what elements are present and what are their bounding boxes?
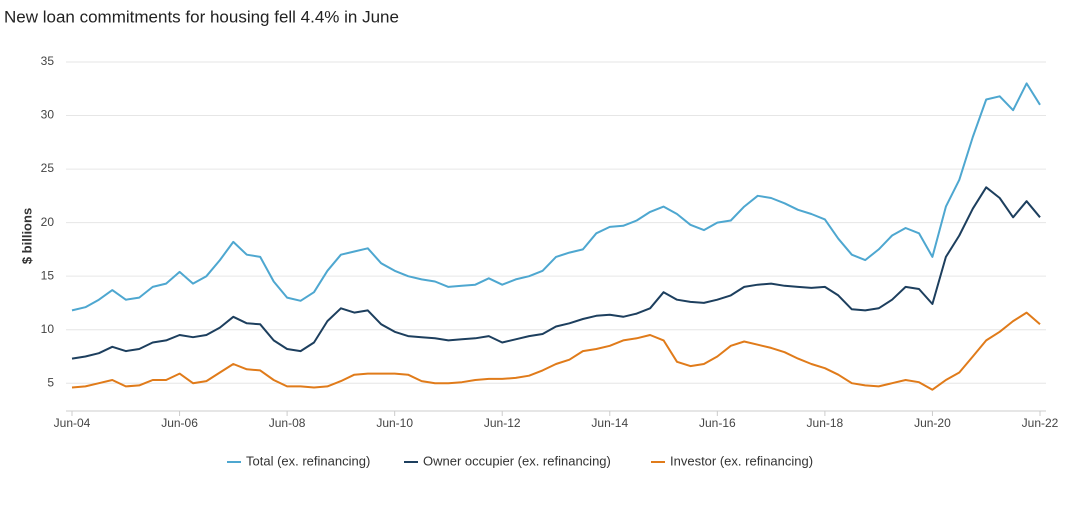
x-tick-label: Jun-04 <box>54 416 91 430</box>
series-line <box>71 82 1041 312</box>
y-tick-label: 30 <box>41 108 55 122</box>
x-tick-label: Jun-08 <box>269 416 306 430</box>
x-tick-label: Jun-16 <box>699 416 736 430</box>
legend-label: Investor (ex. refinancing) <box>670 453 813 468</box>
series-line <box>71 311 1041 391</box>
y-tick-label: 5 <box>47 375 54 389</box>
series-line <box>71 186 1041 360</box>
x-tick-label: Jun-18 <box>807 416 844 430</box>
legend-label: Owner occupier (ex. refinancing) <box>423 453 611 468</box>
y-tick-label: 20 <box>41 215 55 229</box>
x-tick-label: Jun-12 <box>484 416 521 430</box>
y-tick-label: 35 <box>41 54 55 68</box>
y-tick-label: 15 <box>41 268 55 282</box>
y-axis-label: $ billions <box>19 208 34 264</box>
y-tick-label: 25 <box>41 161 55 175</box>
x-tick-label: Jun-14 <box>591 416 628 430</box>
y-tick-label: 10 <box>41 322 55 336</box>
x-tick-label: Jun-20 <box>914 416 951 430</box>
legend-label: Total (ex. refinancing) <box>246 453 370 468</box>
chart-title: New loan commitments for housing fell 4.… <box>4 7 399 26</box>
x-tick-label: Jun-22 <box>1022 416 1059 430</box>
x-tick-label: Jun-06 <box>161 416 198 430</box>
x-tick-label: Jun-10 <box>376 416 413 430</box>
